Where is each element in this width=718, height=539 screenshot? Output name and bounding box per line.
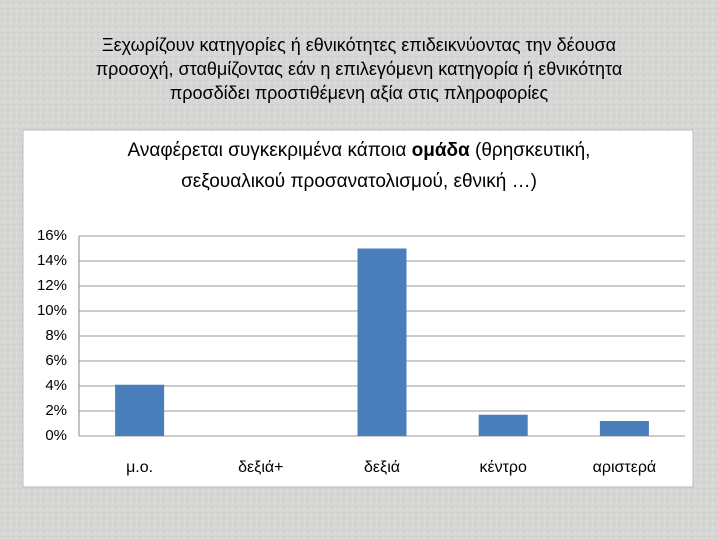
- y-tick-label: 6%: [45, 352, 67, 369]
- bar: [478, 414, 528, 436]
- y-tick-label: 4%: [45, 377, 67, 394]
- chart-title-part: Αναφέρεται συγκεκριμένα κάποια: [128, 140, 412, 161]
- y-tick-label: 14%: [37, 252, 67, 269]
- chart-title-part: σεξουαλικού προσανατολισμού, εθνική …): [181, 171, 537, 192]
- slide-title: Ξεχωρίζουν κατηγορίες ή εθνικότητες επιδ…: [102, 35, 616, 55]
- x-tick-label: κέντρο: [479, 459, 527, 476]
- bar: [115, 384, 165, 436]
- bar: [599, 421, 649, 436]
- x-tick-label: αριστερά: [593, 459, 657, 476]
- y-tick-label: 0%: [45, 427, 67, 444]
- chart-title-part: (θρησκευτική,: [470, 140, 591, 161]
- y-tick-label: 16%: [37, 227, 67, 244]
- slide-title: προσοχή, σταθμίζοντας εάν η επιλεγόμενη …: [96, 59, 622, 79]
- y-tick-label: 8%: [45, 327, 67, 344]
- x-tick-label: δεξιά: [364, 459, 400, 476]
- y-tick-label: 10%: [37, 302, 67, 319]
- y-tick-label: 2%: [45, 402, 67, 419]
- chart-title-part: ομάδα: [412, 140, 470, 161]
- x-tick-label: μ.ο.: [126, 459, 153, 476]
- x-tick-label: δεξιά+: [238, 459, 283, 476]
- y-tick-label: 12%: [37, 277, 67, 294]
- slide-title: προσδίδει προστιθέμενη αξία στις πληροφο…: [170, 83, 549, 103]
- bar: [357, 248, 407, 436]
- chart-title: σεξουαλικού προσανατολισμού, εθνική …): [181, 171, 537, 192]
- chart-title: Αναφέρεται συγκεκριμένα κάποια ομάδα (θρ…: [128, 140, 591, 161]
